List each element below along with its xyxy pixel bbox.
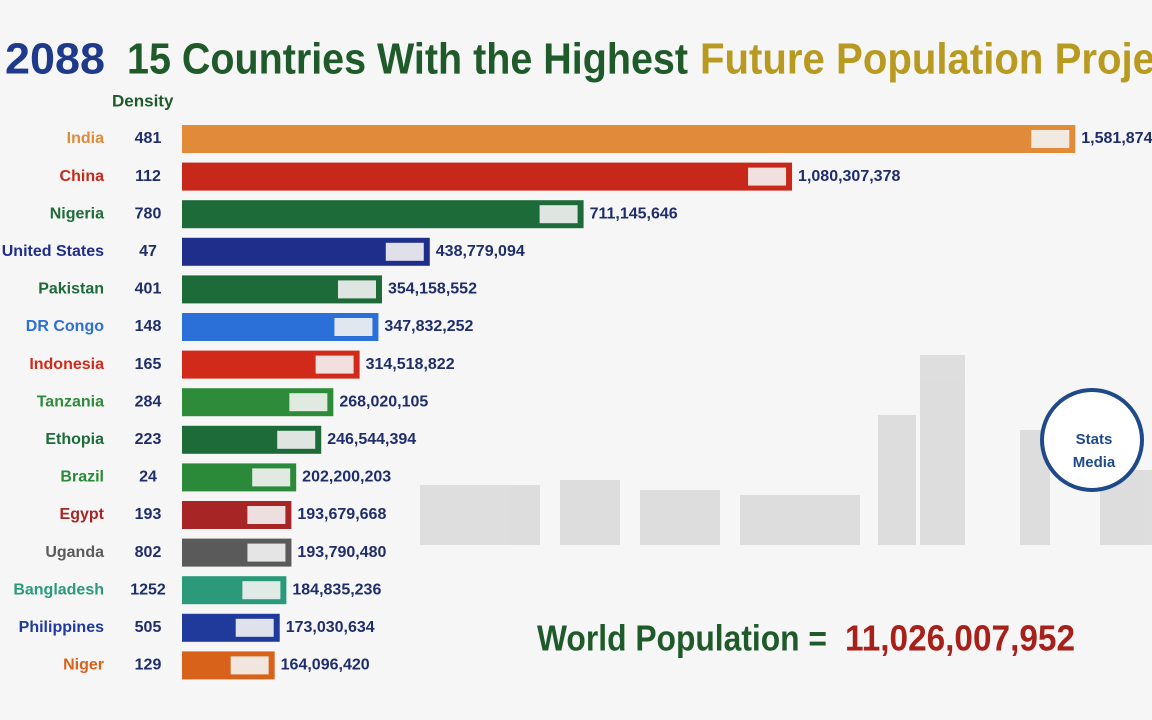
logo-text: Stats — [1076, 431, 1113, 448]
category-label: Pakistan — [38, 281, 104, 298]
value-label: 1,581,874,000 — [1081, 130, 1152, 147]
value-label: 711,145,646 — [590, 205, 678, 222]
density-header: Density — [112, 91, 174, 110]
density-label: 24 — [139, 469, 157, 486]
flag — [230, 656, 269, 675]
bar — [182, 125, 1076, 153]
flag — [315, 355, 354, 374]
density-label: 47 — [139, 243, 157, 260]
chart-title: 15 Countries With the Highest — [127, 35, 688, 84]
category-label: Bangladesh — [13, 581, 104, 598]
logo-circle — [1040, 388, 1144, 492]
flag — [289, 393, 328, 412]
category-label: Uganda — [45, 544, 104, 561]
category-label: Ethopia — [45, 431, 104, 448]
value-label: 438,779,094 — [436, 243, 525, 260]
value-label: 173,030,634 — [286, 619, 375, 636]
density-label: 401 — [135, 281, 162, 298]
density-label: 780 — [135, 205, 162, 222]
density-label: 223 — [135, 431, 162, 448]
world-population-label: World Population = — [537, 618, 827, 659]
category-label: Philippines — [19, 619, 104, 636]
bar — [182, 200, 584, 229]
value-label: 314,518,822 — [366, 356, 455, 373]
flag — [235, 618, 274, 637]
density-label: 148 — [135, 318, 162, 335]
category-label: Nigeria — [50, 205, 104, 222]
density-label: 112 — [135, 168, 161, 185]
flag — [247, 506, 286, 524]
value-label: 193,679,668 — [297, 506, 386, 523]
density-label: 193 — [135, 506, 162, 523]
value-label: 347,832,252 — [384, 318, 473, 335]
category-label: India — [67, 130, 104, 147]
category-label: Tanzania — [37, 393, 104, 410]
density-label: 802 — [135, 544, 162, 561]
flag — [337, 280, 376, 299]
density-label: 1252 — [130, 581, 166, 598]
flag — [247, 543, 286, 562]
flag — [277, 430, 316, 449]
value-label: 164,096,420 — [281, 657, 370, 674]
category-label: Indonesia — [29, 356, 104, 373]
category-label: United States — [2, 243, 104, 260]
flag — [242, 581, 281, 600]
category-label: China — [60, 168, 105, 185]
flag — [1031, 130, 1070, 148]
value-label: 184,835,236 — [292, 581, 381, 598]
value-label: 1,080,307,378 — [798, 168, 900, 185]
flag — [385, 242, 424, 261]
density-label: 165 — [135, 356, 162, 373]
category-label: Niger — [63, 657, 104, 674]
density-label: 129 — [135, 657, 162, 674]
bar — [182, 162, 793, 191]
skyline — [420, 355, 1152, 545]
category-label: DR Congo — [26, 318, 104, 335]
flag — [334, 318, 373, 336]
category-label: Egypt — [60, 506, 105, 523]
density-label: 481 — [135, 130, 162, 147]
chart-title-highlight: Future Population Proje — [700, 35, 1152, 84]
value-label: 202,200,203 — [302, 469, 391, 486]
value-label: 246,544,394 — [327, 431, 416, 448]
value-label: 268,020,105 — [339, 393, 428, 410]
world-population-value: 11,026,007,952 — [845, 618, 1075, 659]
value-label: 354,158,552 — [388, 281, 477, 298]
density-label: 505 — [135, 619, 162, 636]
value-label: 193,790,480 — [297, 544, 386, 561]
density-label: 284 — [135, 393, 162, 410]
flag — [539, 205, 578, 224]
category-label: Brazil — [60, 469, 104, 486]
logo-text: Media — [1073, 454, 1116, 471]
year: 2088 — [5, 35, 105, 84]
flag — [748, 167, 787, 186]
flag — [252, 468, 291, 487]
